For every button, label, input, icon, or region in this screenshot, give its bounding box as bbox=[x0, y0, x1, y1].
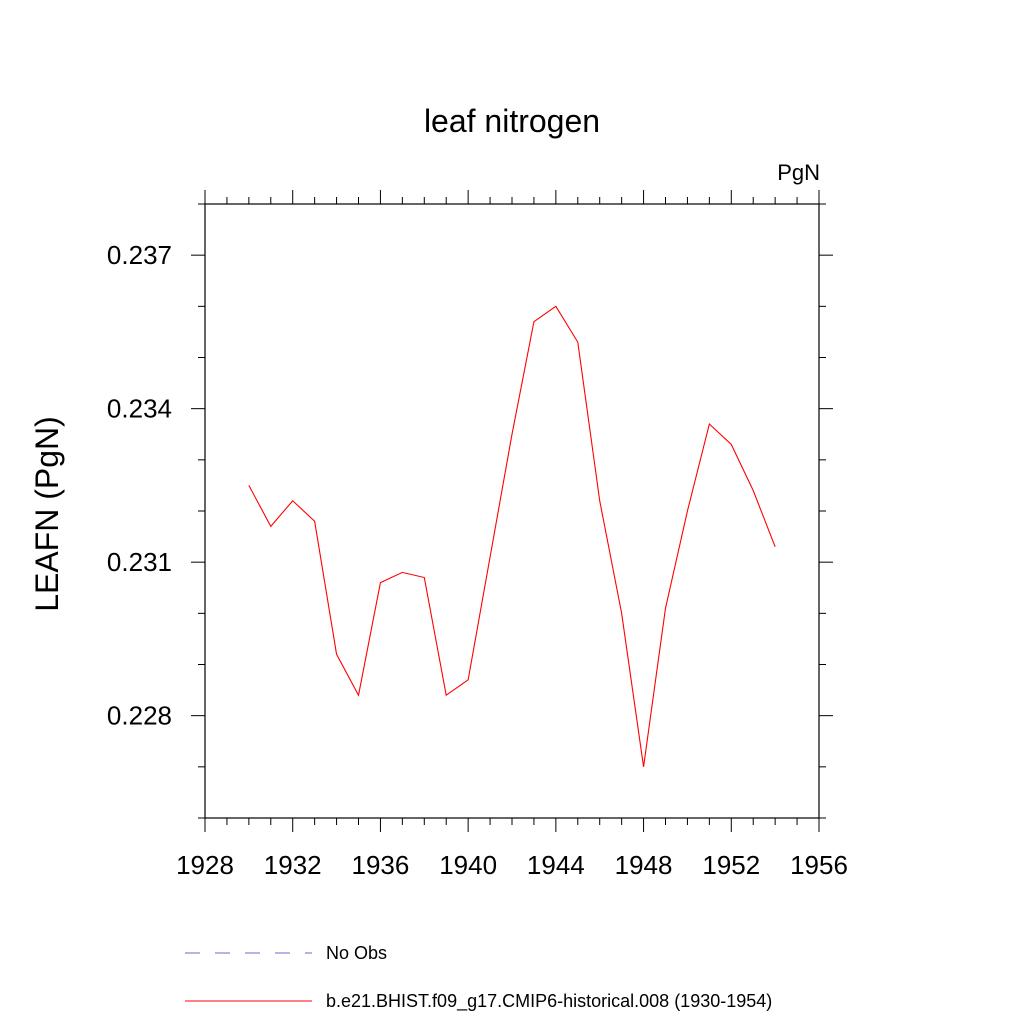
chart-title: leaf nitrogen bbox=[424, 103, 600, 139]
y-axis-ticks bbox=[191, 203, 833, 819]
x-tick-label: 1952 bbox=[702, 850, 760, 880]
legend-label-historical: b.e21.BHIST.f09_g17.CMIP6-historical.008… bbox=[326, 991, 772, 1012]
y-axis-label: LEAFN (PgN) bbox=[29, 416, 65, 612]
y-tick-label: 0.237 bbox=[107, 240, 172, 270]
units-label: PgN bbox=[777, 160, 820, 185]
x-axis-tick-labels: 1928 1932 1936 1940 1944 1948 1952 1956 bbox=[176, 850, 848, 880]
series-layer bbox=[248, 305, 776, 767]
legend: No Obs b.e21.BHIST.f09_g17.CMIP6-histori… bbox=[185, 943, 772, 1012]
x-tick-label: 1936 bbox=[352, 850, 410, 880]
plot-frame bbox=[204, 203, 820, 819]
x-tick-label: 1956 bbox=[790, 850, 848, 880]
x-tick-label: 1932 bbox=[264, 850, 322, 880]
series-line-0 bbox=[248, 305, 776, 767]
legend-label-no-obs: No Obs bbox=[326, 943, 387, 963]
x-tick-label: 1940 bbox=[439, 850, 497, 880]
x-tick-label: 1944 bbox=[527, 850, 585, 880]
y-tick-label: 0.228 bbox=[107, 701, 172, 731]
y-axis-tick-labels: 0.228 0.231 0.234 0.237 bbox=[107, 240, 172, 731]
x-tick-label: 1948 bbox=[615, 850, 673, 880]
x-axis-ticks bbox=[204, 190, 820, 832]
y-tick-label: 0.234 bbox=[107, 394, 172, 424]
x-tick-label: 1928 bbox=[176, 850, 234, 880]
y-tick-label: 0.231 bbox=[107, 547, 172, 577]
